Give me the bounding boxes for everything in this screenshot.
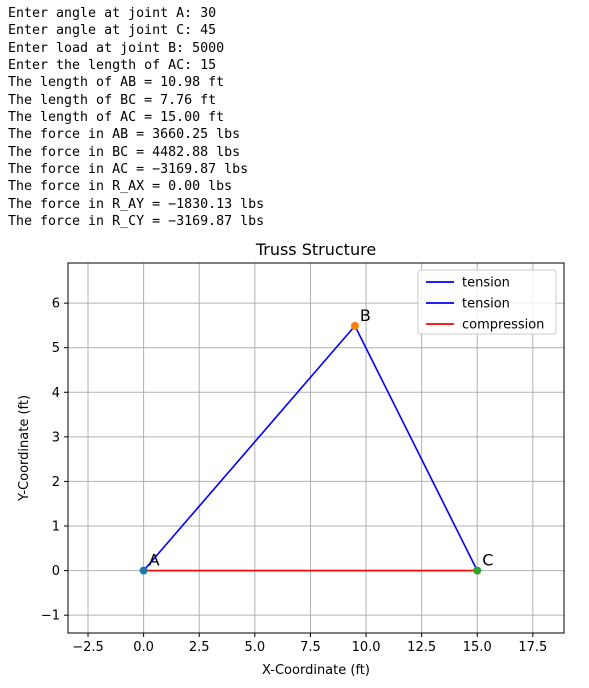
joint-label-C: C <box>482 551 493 570</box>
x-tick-label: 5.0 <box>244 640 265 655</box>
legend-label: compression <box>462 318 544 333</box>
y-tick-label: 1 <box>52 520 60 535</box>
x-tick-label: 7.5 <box>300 640 321 655</box>
joint-marker-C <box>473 567 481 575</box>
x-tick-label: 17.5 <box>518 640 547 655</box>
x-tick-label: 12.5 <box>407 640 436 655</box>
joint-layer: A B C <box>140 306 494 575</box>
joint-label-B: B <box>360 306 371 325</box>
legend-label: tension <box>462 276 510 291</box>
y-tick-label: 0 <box>52 564 60 579</box>
x-tick-label: 15.0 <box>463 640 492 655</box>
x-axis-label: X-Coordinate (ft) <box>262 663 370 678</box>
x-tick-label: 10.0 <box>352 640 381 655</box>
x-tick-label: 2.5 <box>189 640 210 655</box>
joint-marker-A <box>140 567 148 575</box>
legend-label: tension <box>462 297 510 312</box>
series-line-tension <box>355 326 477 571</box>
legend: tension tension compression <box>418 270 556 334</box>
y-tick-label: 5 <box>52 341 60 356</box>
chart-title: Truss Structure <box>255 240 376 259</box>
x-tick-label: 0.0 <box>133 640 154 655</box>
series-line-tension <box>144 326 355 571</box>
axis-ticks: −2.5 0.0 2.5 5.0 7.5 10.0 12.5 15.0 17.5 −1 0 1 2 3 4 5… <box>41 297 548 655</box>
y-tick-label: 4 <box>52 386 60 401</box>
y-tick-label: 6 <box>52 297 60 312</box>
y-tick-label: 3 <box>52 430 60 445</box>
y-tick-label: 2 <box>52 475 60 490</box>
x-tick-label: −2.5 <box>72 640 104 655</box>
joint-label-A: A <box>149 551 160 570</box>
y-axis-label: Y-Coordinate (ft) <box>17 395 32 502</box>
y-tick-label: −1 <box>41 609 60 624</box>
joint-marker-B <box>351 322 359 330</box>
